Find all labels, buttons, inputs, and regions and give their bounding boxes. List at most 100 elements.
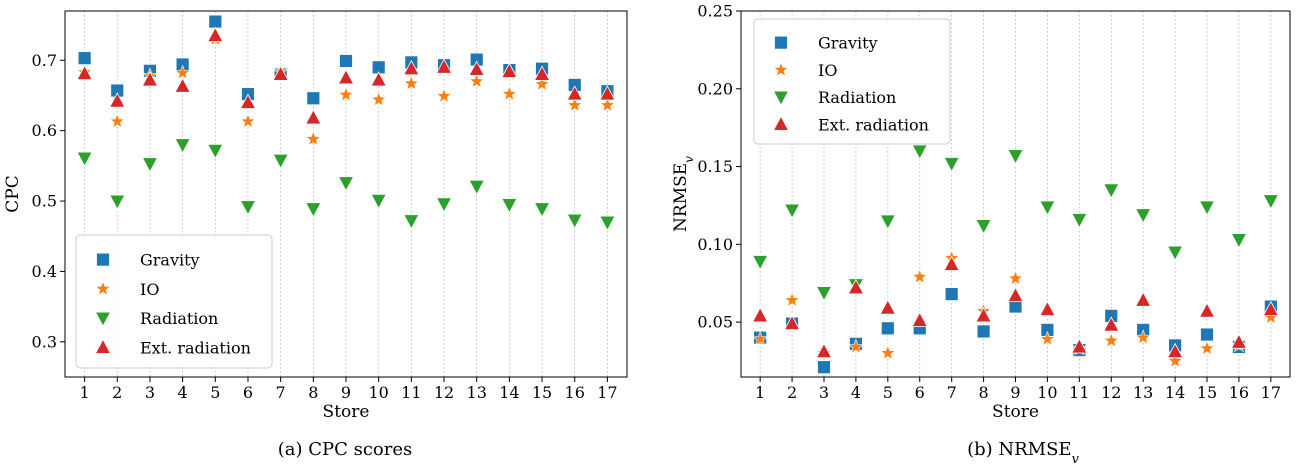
data-point-io (1135, 329, 1152, 345)
data-point-radiation (566, 213, 583, 229)
data-point-io (109, 113, 126, 129)
data-point-radiation (1135, 208, 1152, 224)
data-point-ext-radiation (1198, 302, 1216, 318)
data-point-radiation (1007, 149, 1024, 165)
data-point-io (879, 344, 896, 360)
data-point-gravity (1200, 327, 1214, 342)
y-tick-label: 0.3 (32, 332, 57, 351)
data-point-io (1199, 340, 1215, 356)
legend-label-radiation: Radiation (140, 309, 218, 328)
y-axis-label: CPC (3, 175, 23, 212)
legend-box (75, 234, 273, 369)
data-point-radiation (533, 202, 551, 218)
legend-label-radiation: Radiation (818, 88, 896, 107)
x-tick-label: 7 (276, 383, 286, 402)
data-point-radiation (501, 198, 518, 214)
x-tick-label: 17 (597, 383, 617, 402)
x-tick-label: 12 (434, 383, 454, 402)
data-point-io (1007, 270, 1024, 286)
x-tick-label: 4 (178, 383, 188, 402)
x-tick-label: 13 (467, 383, 487, 402)
data-point-io (305, 130, 322, 146)
x-tick-label: 2 (112, 383, 122, 402)
data-point-radiation (272, 153, 289, 170)
x-tick-label: 16 (1229, 383, 1249, 402)
legend-marker-gravity (96, 252, 110, 267)
data-point-io (436, 87, 452, 103)
data-point-ext-radiation (207, 26, 224, 43)
data-point-ext-radiation (975, 307, 992, 323)
legend-label-gravity: Gravity (818, 34, 878, 53)
y-tick-label: 0.20 (697, 79, 733, 98)
x-tick-label: 1 (80, 383, 90, 402)
x-tick-label: 12 (1101, 383, 1121, 402)
x-tick-label: 10 (368, 383, 388, 402)
data-point-gravity (339, 54, 353, 68)
data-point-ext-radiation (174, 77, 191, 93)
series-ext-radiation (76, 26, 616, 125)
y-axis-label: NRMSEv (671, 156, 696, 232)
data-point-io (784, 291, 800, 308)
data-point-radiation (1071, 213, 1088, 229)
chart-cpc-scores: 1 2 3 4 5 6 7 8 9 10 11 12 13 14 15 16 170.30.40.50.60.7… (3, 10, 628, 460)
x-tick-label: 11 (1069, 383, 1089, 402)
x-tick-label: 14 (499, 383, 519, 402)
data-point-io (1039, 330, 1056, 346)
data-point-io (403, 75, 420, 91)
data-point-radiation (975, 219, 992, 235)
y-tick-label: 0.25 (697, 2, 733, 21)
x-tick-label: 13 (1133, 383, 1153, 402)
data-point-radiation (751, 255, 769, 271)
data-point-radiation (141, 157, 159, 173)
legend-box (753, 18, 951, 145)
x-tick-label: 7 (947, 383, 957, 402)
data-point-radiation (1039, 200, 1056, 216)
x-tick-label: 3 (819, 383, 829, 402)
series-io (76, 30, 616, 146)
data-point-ext-radiation (337, 69, 355, 85)
data-point-ext-radiation (76, 64, 93, 81)
data-point-ext-radiation (370, 71, 387, 87)
data-point-radiation (305, 202, 322, 218)
data-point-ext-radiation (239, 93, 257, 109)
data-point-ext-radiation (435, 58, 453, 74)
legend-label-ext-radiation: Ext. radiation (818, 115, 929, 134)
data-point-ext-radiation (783, 314, 801, 331)
x-tick-label: 6 (243, 383, 253, 402)
data-point-ext-radiation (1166, 342, 1184, 359)
data-point-ext-radiation (1262, 300, 1280, 317)
data-point-ext-radiation (1230, 333, 1248, 349)
data-point-radiation (403, 214, 420, 230)
data-point-io (566, 96, 583, 113)
data-point-ext-radiation (911, 311, 928, 327)
x-tick-label: 6 (915, 383, 925, 402)
data-point-ext-radiation (1071, 338, 1088, 354)
chart-caption: (b) NRMSEv (967, 439, 1080, 466)
data-point-radiation (337, 176, 355, 192)
data-point-io (599, 96, 616, 113)
data-point-io (847, 338, 864, 354)
chart-nrmse: 1 2 3 4 5 6 7 8 9 10 11 12 13 14 15 16 170.050.100.150.2… (671, 2, 1291, 466)
data-point-ext-radiation (815, 342, 833, 359)
data-point-io (1103, 332, 1120, 348)
y-tick-label: 0.6 (32, 121, 57, 140)
x-tick-label: 15 (1197, 383, 1217, 402)
data-point-ext-radiation (566, 85, 583, 101)
data-point-radiation (239, 200, 257, 216)
x-tick-label: 5 (883, 383, 893, 402)
legend-marker-ext-radiation (772, 115, 790, 131)
data-point-ext-radiation (599, 85, 616, 101)
x-tick-label: 8 (308, 383, 318, 402)
data-point-io (174, 64, 191, 80)
data-point-io (1167, 352, 1184, 368)
data-point-radiation (109, 194, 126, 210)
data-point-io (370, 91, 387, 107)
data-point-radiation (435, 197, 453, 213)
legend-label-io: IO (818, 61, 837, 80)
legend: Gravity IO Radiation Ext. radiation (753, 18, 951, 145)
x-tick-label: 16 (565, 383, 585, 402)
data-point-radiation (76, 151, 93, 167)
legend: Gravity IO Radiation Ext. radiation (75, 234, 273, 369)
data-point-radiation (370, 193, 387, 210)
